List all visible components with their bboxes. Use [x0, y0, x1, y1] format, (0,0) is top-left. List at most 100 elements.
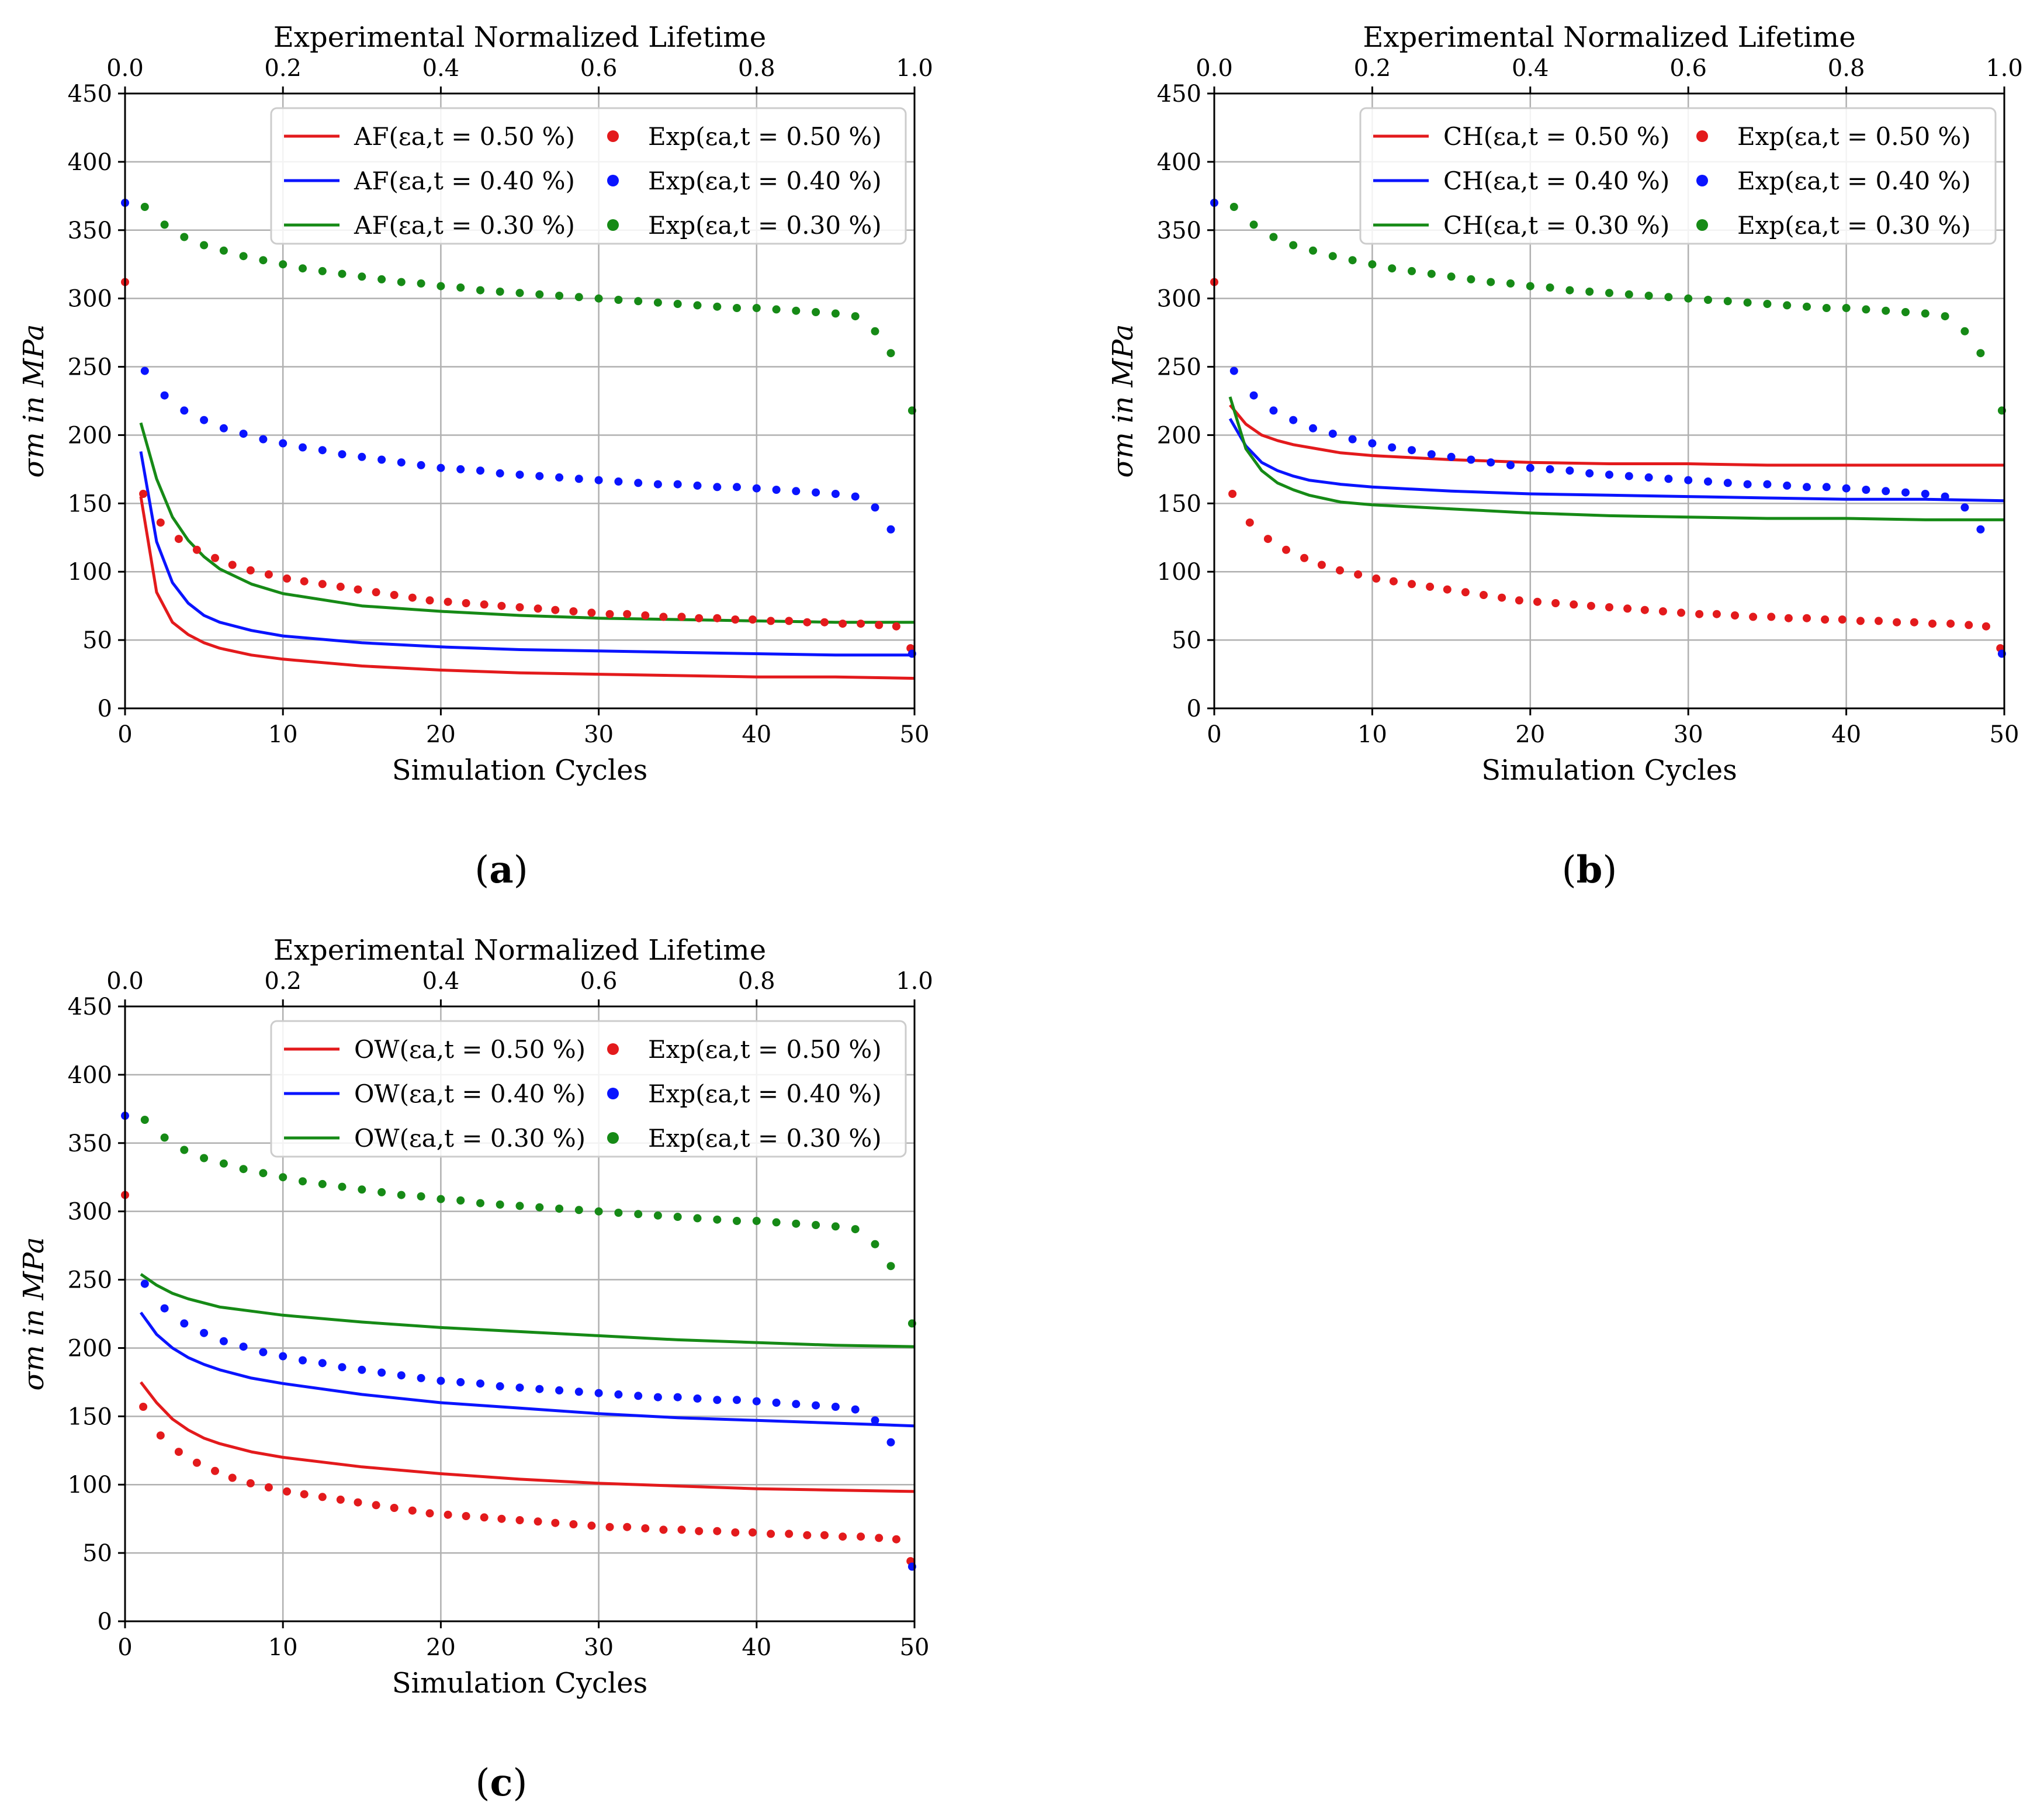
exp-point [1585, 288, 1594, 296]
panel-label: (a) [474, 848, 528, 892]
legend-label: Exp(εa,t = 0.30 %) [648, 211, 882, 240]
exp-point [623, 1523, 632, 1531]
exp-point [886, 349, 895, 358]
exp-point [623, 610, 632, 618]
exp-point [1348, 256, 1357, 265]
exp-point [555, 292, 564, 300]
exp-point [857, 620, 865, 628]
exp-point [1704, 477, 1712, 486]
exp-point [693, 1394, 702, 1403]
exp-point [1946, 620, 1955, 628]
top-tick-label: 0.4 [1512, 55, 1549, 82]
exp-point [535, 290, 544, 299]
exp-point [160, 1133, 169, 1142]
exp-point [140, 203, 149, 211]
exp-point [1976, 525, 1985, 534]
plot-frame [124, 1005, 916, 1622]
y-tick-label: 0 [98, 696, 112, 722]
exp-point [1941, 492, 1949, 501]
exp-point [767, 617, 775, 625]
exp-point [1842, 304, 1851, 312]
y-tick-label: 150 [68, 490, 112, 517]
exp-point [180, 406, 189, 415]
y-tick-label: 450 [68, 81, 112, 108]
exp-point [139, 1403, 148, 1411]
y-tick-label: 50 [1172, 627, 1201, 654]
exp-point [594, 1207, 603, 1216]
legend-dot-blue [1696, 175, 1708, 186]
series-line-green [1228, 396, 2004, 521]
exp-point [358, 1185, 366, 1194]
exp-point [1644, 292, 1653, 300]
exp-point [497, 601, 506, 610]
exp-point [677, 1525, 686, 1534]
exp-point [1368, 260, 1377, 269]
exp-point [437, 1195, 445, 1203]
y-tick-label: 450 [68, 994, 112, 1020]
exp-point [1526, 282, 1534, 290]
exp-point [871, 1240, 879, 1248]
y-tick-label: 100 [1157, 559, 1201, 586]
exp-point [1289, 241, 1298, 250]
exp-point [279, 260, 287, 269]
exp-point [1269, 233, 1278, 241]
exp-point [180, 233, 189, 241]
exp-point [1712, 610, 1721, 618]
legend-box [270, 107, 907, 245]
exp-point [605, 610, 614, 618]
exp-point [695, 1527, 704, 1535]
exp-point [713, 1396, 722, 1404]
exp-point [653, 480, 662, 489]
exp-point [1749, 613, 1758, 621]
panel-label: (c) [476, 1761, 528, 1805]
exp-point [792, 306, 801, 315]
exp-point [192, 545, 201, 554]
panel-label: (b) [1562, 848, 1617, 892]
exp-point [1695, 610, 1704, 618]
exp-point [733, 1217, 741, 1225]
exp-point [851, 312, 860, 321]
top-tick-label: 1.0 [896, 55, 933, 82]
grid-lines [1213, 92, 2005, 710]
legend-dot-red [607, 130, 619, 142]
exp-point [892, 622, 900, 631]
exp-point [1249, 220, 1258, 229]
legend-label: Exp(εa,t = 0.30 %) [648, 1124, 882, 1153]
exp-point [1803, 614, 1811, 622]
exp-series-red [121, 1191, 915, 1566]
exp-point [200, 241, 209, 250]
exp-point [1533, 597, 1541, 606]
exp-point [279, 1352, 287, 1361]
exp-point [372, 1501, 380, 1510]
exp-point [1249, 391, 1258, 400]
exp-point [555, 1386, 564, 1395]
exp-point [673, 300, 682, 308]
exp-point [785, 617, 794, 625]
exp-point [551, 605, 560, 614]
exp-point [1263, 535, 1272, 544]
exp-point [200, 416, 209, 424]
x-tick-label: 30 [584, 1634, 614, 1661]
exp-point [1368, 439, 1377, 448]
exp-point [437, 463, 445, 472]
exp-point [1767, 613, 1776, 621]
legend-label: Exp(εa,t = 0.40 %) [648, 1079, 882, 1108]
exp-point [713, 483, 722, 492]
exp-point [397, 1371, 406, 1380]
exp-point [731, 615, 740, 624]
exp-point [1408, 267, 1416, 275]
exp-point [156, 518, 165, 527]
exp-point [156, 1431, 165, 1440]
legend-label: OW(εa,t = 0.40 %) [354, 1079, 586, 1108]
exp-point [377, 1188, 386, 1196]
exp-point [354, 585, 362, 594]
exp-point [871, 503, 879, 512]
y-tick-label: 100 [68, 1472, 112, 1499]
exp-point [228, 1473, 237, 1482]
exp-point [425, 1509, 434, 1518]
y-tick-label: 250 [68, 354, 112, 381]
x-tick-label: 10 [268, 721, 298, 748]
exp-point [1684, 476, 1693, 485]
exp-point [594, 294, 603, 303]
exp-point [1388, 264, 1397, 273]
